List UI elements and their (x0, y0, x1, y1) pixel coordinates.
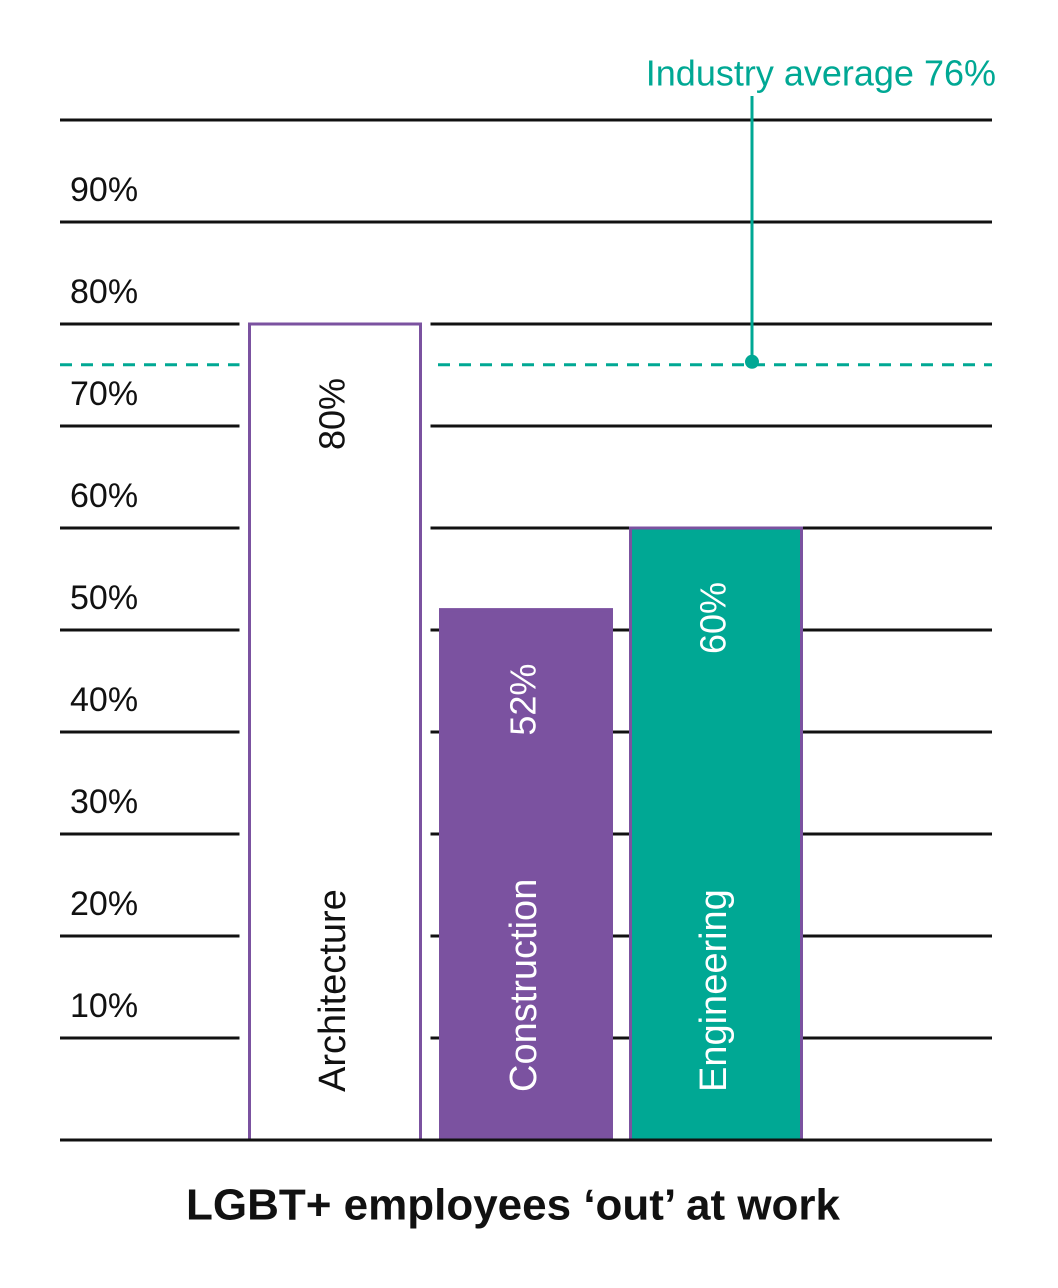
y-tick-label: 70% (70, 375, 138, 413)
chart-title: LGBT+ employees ‘out’ at work (186, 1181, 841, 1230)
bar (439, 608, 613, 1142)
bar (248, 322, 422, 1142)
y-tick-label: 20% (70, 885, 138, 923)
y-tick-label: 60% (70, 477, 138, 515)
x-tick-label: Engineering (693, 889, 735, 1092)
reference-label: Industry average 76% (646, 53, 996, 94)
y-tick-label: 80% (70, 273, 138, 311)
x-tick-label: Construction (503, 879, 545, 1092)
reference-dot (745, 354, 759, 369)
y-tick-label: 40% (70, 681, 138, 719)
y-tick-label: 10% (70, 987, 138, 1025)
value-label: 52% (503, 664, 544, 736)
y-tick-label: 30% (70, 783, 138, 821)
value-label: 80% (312, 378, 353, 450)
bar (629, 526, 803, 1142)
x-tick-label: Architecture (312, 889, 354, 1092)
y-tick-label: 50% (70, 579, 138, 617)
value-label: 60% (693, 582, 734, 654)
y-tick-label: 90% (70, 171, 138, 209)
